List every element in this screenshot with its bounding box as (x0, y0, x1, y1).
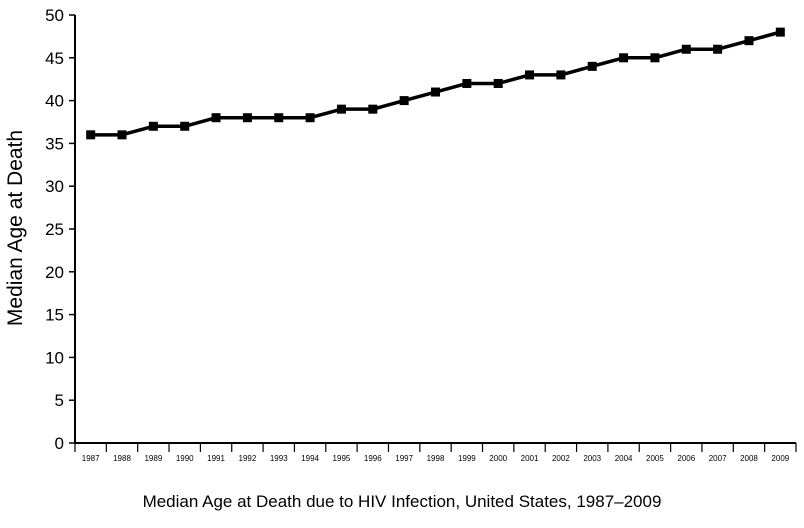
y-axis-label: Median Age at Death (4, 130, 27, 326)
x-tick-label: 2003 (583, 454, 601, 463)
x-tick-label: 1998 (427, 454, 445, 463)
data-point-marker (180, 121, 190, 131)
y-tick-label: 0 (55, 434, 64, 453)
y-tick-label: 25 (45, 220, 64, 239)
y-axis-ticks: 0 5 10 15 20 25 30 35 40 45 50 (45, 6, 75, 453)
x-tick-label: 2000 (489, 454, 507, 463)
x-tick-label: 1995 (333, 454, 351, 463)
x-tick-label: 2001 (521, 454, 539, 463)
x-tick-label: 2009 (771, 454, 789, 463)
x-tick-label: 1987 (82, 454, 100, 463)
x-tick-label: 1992 (239, 454, 257, 463)
data-point-marker (368, 104, 378, 114)
y-tick-label: 10 (45, 348, 64, 367)
data-point-marker (744, 36, 754, 46)
y-tick-label: 15 (45, 306, 64, 325)
x-tick-label: 2006 (677, 454, 695, 463)
data-point-marker (462, 78, 472, 88)
axes (74, 15, 796, 444)
data-point-marker (211, 113, 221, 123)
data-point-marker (681, 44, 691, 54)
data-point-marker (242, 113, 252, 123)
x-axis-ticks: 1987 1988 1989 1990 1991 1992 1993 1994 1995 1996… (74, 443, 797, 463)
data-point-marker (556, 70, 566, 80)
data-point-marker (431, 87, 440, 97)
x-tick-label: 1993 (270, 454, 288, 463)
y-tick-label: 50 (45, 6, 64, 25)
data-point-marker (336, 104, 346, 114)
x-tick-label: 2004 (615, 454, 633, 463)
data-point-marker (650, 53, 660, 63)
x-tick-label: 1989 (144, 454, 162, 463)
series-line (90, 30, 781, 137)
x-tick-label: 1990 (176, 454, 194, 463)
data-point-marker (525, 70, 535, 80)
x-tick-label: 2007 (709, 454, 727, 463)
x-tick-label: 2002 (552, 454, 570, 463)
data-series (86, 27, 785, 140)
x-tick-label: 1997 (395, 454, 413, 463)
y-tick-label: 35 (45, 134, 64, 153)
y-tick-label: 5 (55, 391, 64, 410)
data-point-marker (399, 96, 409, 106)
data-point-marker (587, 61, 597, 71)
data-point-marker (305, 113, 315, 123)
x-tick-label: 1996 (364, 454, 382, 463)
data-point-marker (274, 113, 284, 123)
x-tick-label: 1988 (113, 454, 131, 463)
data-point-marker (713, 44, 723, 54)
y-tick-label: 30 (45, 177, 64, 196)
x-tick-label: 2005 (646, 454, 664, 463)
y-tick-label: 20 (45, 263, 64, 282)
x-tick-label: 2008 (740, 454, 758, 463)
data-point-marker (619, 53, 629, 63)
x-tick-label: 1991 (207, 454, 225, 463)
data-point-marker (775, 27, 785, 37)
chart-caption: Median Age at Death due to HIV Infection… (142, 492, 662, 511)
y-tick-label: 45 (45, 49, 64, 68)
data-point-marker (493, 78, 503, 88)
x-tick-label: 1994 (301, 454, 319, 463)
data-point-marker (86, 130, 96, 140)
data-point-marker (148, 121, 158, 131)
x-tick-label: 1999 (458, 454, 476, 463)
data-point-marker (117, 130, 127, 140)
y-tick-label: 40 (45, 92, 64, 111)
